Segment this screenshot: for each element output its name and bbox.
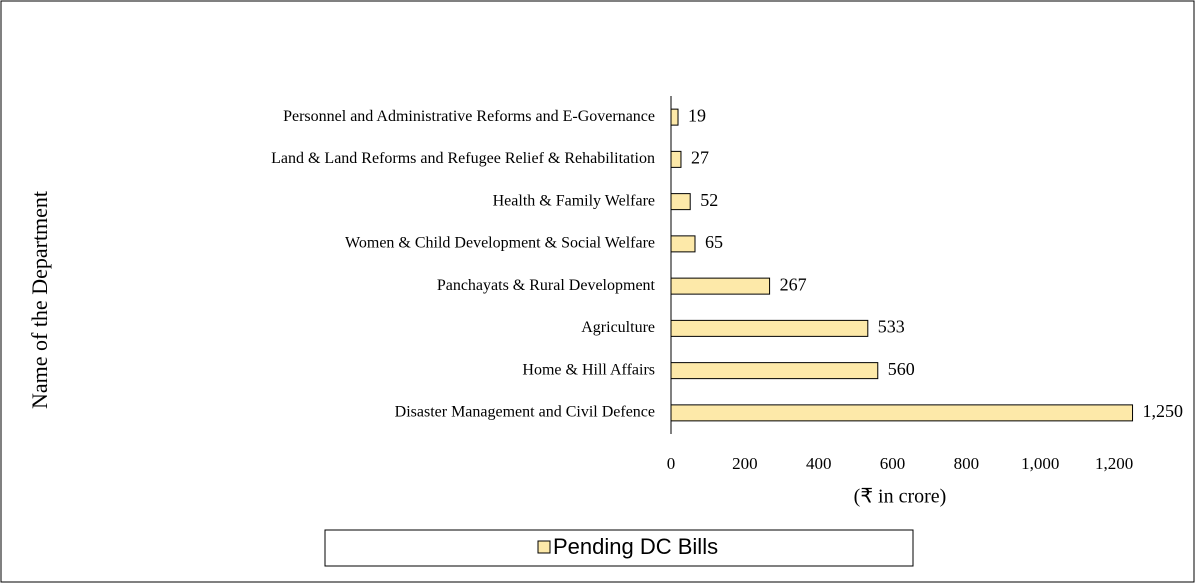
legend-label: Pending DC Bills <box>553 534 718 559</box>
data-label: 1,250 <box>1143 401 1184 421</box>
bar <box>670 319 869 337</box>
bar <box>670 277 771 295</box>
legend-swatch <box>537 540 551 554</box>
y-tick-label: Women & Child Development & Social Welfa… <box>345 235 655 252</box>
x-tick-label: 800 <box>954 454 980 473</box>
x-tick-label: 600 <box>880 454 906 473</box>
x-tick-label: 1,000 <box>1021 454 1059 473</box>
bar <box>670 235 696 253</box>
x-tick-label: 400 <box>806 454 832 473</box>
x-tick-label: 0 <box>667 454 676 473</box>
legend-box <box>324 529 914 567</box>
bar <box>670 193 691 211</box>
y-tick-label: Health & Family Welfare <box>493 192 655 209</box>
y-tick-label: Agriculture <box>581 319 655 336</box>
y-tick-label: Panchayats & Rural Development <box>437 277 656 294</box>
x-axis-title: (₹ in crore) <box>854 486 947 508</box>
data-label: 560 <box>888 359 915 379</box>
x-tick-label: 200 <box>732 454 758 473</box>
y-axis-title: Name of the Department <box>27 191 52 409</box>
bar <box>670 108 679 126</box>
y-tick-label: Disaster Management and Civil Defence <box>395 404 655 421</box>
y-tick-label: Land & Land Reforms and Refugee Relief &… <box>271 150 655 167</box>
bar <box>670 362 879 380</box>
data-label: 27 <box>691 148 709 168</box>
data-label: 65 <box>705 232 723 252</box>
data-label: 19 <box>688 105 706 125</box>
y-tick-label: Home & Hill Affairs <box>522 361 655 378</box>
bar <box>670 404 1134 422</box>
data-label: 52 <box>700 190 718 210</box>
bar <box>670 150 682 168</box>
data-label: 267 <box>780 274 807 294</box>
data-label: 533 <box>878 317 905 337</box>
y-tick-label: Personnel and Administrative Reforms and… <box>283 108 655 125</box>
x-tick-label: 1,200 <box>1095 454 1133 473</box>
